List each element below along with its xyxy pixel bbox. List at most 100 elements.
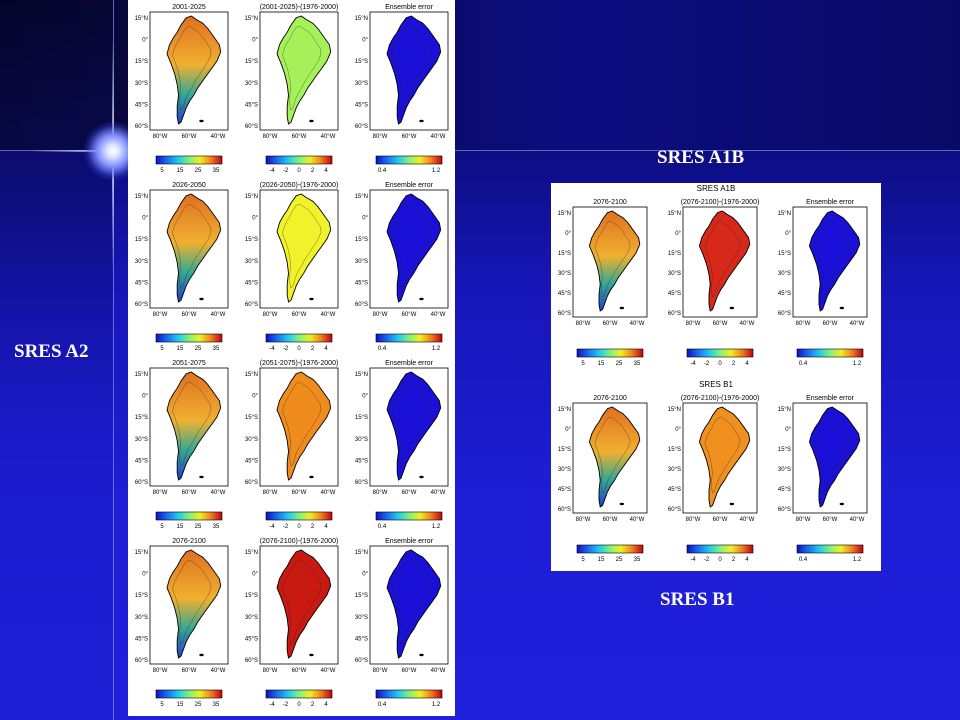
a2-r2-c0-map: 2051-2075 15°N 0° 15°S 30°S 45°S 60°S 80°W 60°W 4… [135, 360, 229, 496]
undefined-colorbar-label: 5 [581, 361, 585, 367]
a2-r1-c2-title: Ensemble error [385, 182, 434, 189]
a2-r0-c2-contour [392, 25, 432, 111]
undefined-colorbar-label: -2 [283, 702, 289, 708]
right-r0-c1-title: (2076-2100)-(1976-2000) [681, 199, 760, 206]
right-r0-c2-lat-tick: 45°S [778, 291, 791, 297]
right-r0-c0-lon-tick: 40°W [630, 321, 645, 327]
a2-r2-c1-contour [282, 381, 322, 467]
undefined-colorbar-label: 5 [160, 702, 164, 708]
a2-r0-c2-lon-tick: 80°W [373, 134, 388, 140]
sres-a1b-b1-figure: SRES A1B 2076-2100 15°N 0° 15°S 30°S 45°S 60°S 8… [558, 184, 868, 563]
undefined-colorbar-label: 0 [297, 702, 301, 708]
undefined-colorbar-label: 0 [297, 524, 301, 530]
a2-r1-c0-lat-tick: 30°S [135, 259, 148, 265]
right-r1-c1-title: (2076-2100)-(1976-2000) [681, 395, 760, 402]
undefined-colorbar-label: 25 [616, 557, 623, 563]
a2-r0-c0-lat-tick: 30°S [135, 81, 148, 87]
right-r1-c2-lat-tick: 30°S [778, 467, 791, 473]
a2-r1-c1-island [309, 297, 314, 301]
right-r1-c1-lat-tick: 15°N [668, 407, 681, 413]
undefined-colorbar: 0.4 1.2 [375, 689, 443, 708]
undefined-colorbar-rect [265, 155, 333, 165]
a2-r2-c2-lat-tick: 15°S [355, 415, 368, 421]
right-r0-c2-lat-tick: 30°S [778, 271, 791, 277]
right-r1-c0-lat-tick: 0° [565, 427, 571, 433]
a2-r2-c2-lat-tick: 0° [362, 394, 368, 400]
a2-r3-c1-title: (2076-2100)-(1976-2000) [260, 538, 339, 545]
a2-r3-c2-lon-tick: 60°W [402, 668, 417, 674]
a2-r1-c2-continent [386, 193, 442, 303]
a2-r3-c0-lon-tick: 80°W [153, 668, 168, 674]
a2-r1-c1-lat-tick: 15°S [245, 237, 258, 243]
a2-r3-c1-lon-tick: 60°W [292, 668, 307, 674]
a2-r2-c1-continent [276, 371, 332, 481]
a2-r3-c1-lat-tick: 0° [252, 572, 258, 578]
a2-r1-c1-title: (2026-2050)-(1976-2000) [260, 182, 339, 189]
undefined-colorbar: -4 -2 0 2 4 [265, 511, 333, 530]
undefined-colorbar-label: 25 [195, 702, 202, 708]
undefined-colorbar-label: 4 [324, 702, 328, 708]
right-r1-c0-continent [588, 406, 641, 508]
panel-sres-a1b-b1: SRES A1B 2076-2100 15°N 0° 15°S 30°S 45°S 60°S 8… [551, 183, 881, 571]
undefined-colorbar-rect [155, 689, 223, 699]
right-r1-c2-title: Ensemble error [806, 395, 855, 402]
a2-r3-c2-continent [386, 549, 442, 659]
a2-r3-c0-contour [172, 559, 212, 645]
right-r1-c2-contour [814, 416, 851, 494]
right-r0-c1-lat-tick: 30°S [668, 271, 681, 277]
undefined-colorbar-label: 4 [745, 557, 749, 563]
a2-r1-c2-map: Ensemble error 15°N 0° 15°S 30°S 45°S 60°S 80°W… [355, 182, 449, 318]
a2-r1-c1-contour [282, 203, 322, 289]
a2-r2-c2-map: Ensemble error 15°N 0° 15°S 30°S 45°S 60°S 80°W… [355, 360, 449, 496]
undefined-colorbar: -4 -2 0 2 4 [265, 689, 333, 708]
right-r0-c2-island [839, 306, 845, 310]
right-r0-c2-lat-tick: 15°N [778, 211, 791, 217]
a2-r0-c1-lat-tick: 15°N [245, 16, 258, 22]
a2-r1-c0-lat-tick: 0° [142, 216, 148, 222]
a2-r1-c1-map: (2026-2050)-(1976-2000)15°N 0° 15°S 30°S 45°… [245, 182, 339, 318]
a2-r2-c0-lat-tick: 15°N [135, 372, 148, 378]
a2-r0-c0-contour [172, 25, 212, 111]
undefined-colorbar-label: 1.2 [432, 524, 441, 530]
a2-r3-c1-continent [276, 549, 332, 659]
undefined-colorbar-label: -4 [269, 524, 275, 530]
right-r1-c0-contour [594, 416, 631, 494]
a2-r1-c2-lat-tick: 0° [362, 216, 368, 222]
right-r0-c0-continent [588, 210, 641, 312]
undefined-colorbar-label: 2 [311, 524, 315, 530]
undefined-colorbar: 5 15 25 35 [576, 348, 644, 367]
right-r0-c2-lon-tick: 60°W [823, 321, 838, 327]
right-r0-c1-lon-tick: 40°W [740, 321, 755, 327]
a2-r3-c2-contour [392, 559, 432, 645]
right-r1-header: SRES B1 [699, 380, 733, 389]
right-r0-c0-lon-tick: 80°W [576, 321, 591, 327]
a2-r0-c2-lat-tick: 30°S [355, 81, 368, 87]
undefined-colorbar-label: -2 [283, 524, 289, 530]
right-r0-c2-lat-tick: 0° [785, 231, 791, 237]
undefined-colorbar-label: 35 [213, 168, 220, 174]
a2-r0-c2-lat-tick: 15°S [355, 59, 368, 65]
a2-r0-c1-continent [276, 15, 332, 125]
undefined-colorbar-label: 5 [160, 524, 164, 530]
a2-r1-c1-continent [276, 193, 332, 303]
right-r1-c1-island [729, 502, 735, 506]
undefined-colorbar: 0.4 1.2 [796, 348, 864, 367]
a2-r3-c2-title: Ensemble error [385, 538, 434, 545]
undefined-colorbar-label: 15 [598, 557, 605, 563]
undefined-colorbar-rect [375, 155, 443, 165]
right-r1-c1-lat-tick: 45°S [668, 487, 681, 493]
a2-r3-c2-lat-tick: 15°S [355, 593, 368, 599]
undefined-colorbar-label: 0.4 [378, 346, 387, 352]
label-sres-b1: SRES B1 [660, 589, 735, 610]
a2-r3-c2-lat-tick: 15°N [355, 550, 368, 556]
right-r1-c0-map: 2076-2100 15°N 0° 15°S 30°S 45°S 60°S 80°W 60°W 4… [558, 395, 648, 523]
a2-r3-c1-lat-tick: 45°S [245, 636, 258, 642]
right-r0-c1-lat-tick: 45°S [668, 291, 681, 297]
a2-r3-c0-lat-tick: 15°N [135, 550, 148, 556]
undefined-colorbar-label: 35 [213, 702, 220, 708]
right-r1-c0-lat-tick: 60°S [558, 507, 571, 513]
right-r0-c0-lat-tick: 15°N [558, 211, 571, 217]
a2-r2-c1-lat-tick: 15°S [245, 415, 258, 421]
undefined-colorbar-label: 4 [324, 346, 328, 352]
undefined-colorbar-rect [375, 511, 443, 521]
